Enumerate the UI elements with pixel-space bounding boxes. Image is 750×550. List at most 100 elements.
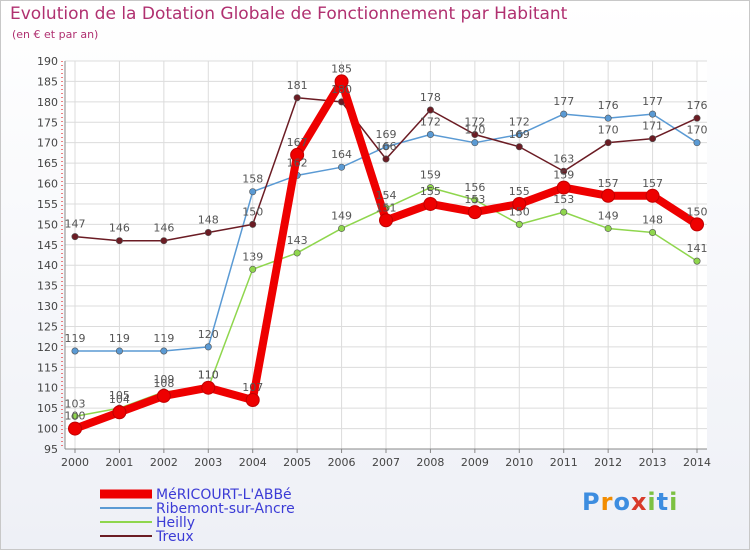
data-label: 150 (687, 205, 708, 218)
data-label: 167 (287, 136, 308, 149)
data-point (467, 205, 482, 220)
data-point (556, 180, 571, 195)
data-point (426, 106, 434, 114)
data-label: 176 (598, 99, 619, 112)
data-label: 157 (598, 177, 619, 190)
y-tick-label: 160 (37, 178, 58, 191)
y-tick-label: 185 (37, 75, 58, 88)
x-tick-label: 2012 (594, 456, 622, 469)
data-label: 170 (464, 124, 485, 137)
data-point (160, 347, 168, 355)
data-label: 120 (198, 328, 219, 341)
x-tick-label: 2005 (283, 456, 311, 469)
x-tick-label: 2009 (461, 456, 489, 469)
logo-letter: r (600, 488, 614, 516)
data-point (649, 110, 657, 118)
data-point (471, 131, 479, 139)
chart-title: Evolution de la Dotation Globale de Fonc… (10, 4, 568, 24)
data-label: 177 (553, 95, 574, 108)
y-tick-label: 155 (37, 198, 58, 211)
data-point (560, 167, 568, 175)
data-label: 155 (509, 185, 530, 198)
data-label: 169 (376, 128, 397, 141)
data-point (71, 233, 79, 241)
data-label: 109 (153, 373, 174, 386)
data-label: 172 (464, 116, 485, 129)
legend: MéRICOURT-L'ABBéRibemont-sur-AncreHeilly… (100, 487, 295, 545)
y-tick-label: 140 (37, 259, 58, 272)
data-point (382, 143, 390, 151)
data-label: 171 (642, 120, 663, 133)
data-label: 150 (509, 205, 530, 218)
data-label: 156 (464, 181, 485, 194)
logo-letter: i (647, 488, 657, 516)
y-tick-label: 180 (37, 96, 58, 109)
x-tick-label: 2008 (416, 456, 444, 469)
data-label: 176 (687, 99, 708, 112)
data-point (426, 131, 434, 139)
x-tick-label: 2006 (328, 456, 356, 469)
data-point (515, 143, 523, 151)
axes: 95 100 105 110 115 120 125 130 135 140 145 150 155 16… (37, 55, 711, 469)
data-label: 147 (65, 218, 86, 231)
data-label: 146 (109, 222, 130, 235)
x-tick-label: 2004 (239, 456, 267, 469)
data-point (471, 196, 479, 204)
data-point (156, 388, 171, 403)
data-point (690, 217, 704, 232)
data-point (693, 257, 701, 265)
legend-label: MéRICOURT-L'ABBé (156, 487, 292, 503)
data-label: 153 (464, 193, 485, 206)
data-label: 119 (65, 332, 86, 345)
data-label: 119 (153, 332, 174, 345)
y-tick-label: 100 (37, 423, 58, 436)
proxiti-logo: Proxiti (582, 488, 678, 516)
data-point (649, 135, 657, 143)
data-label: 170 (598, 124, 619, 137)
data-label: 104 (109, 393, 130, 406)
data-point (293, 94, 301, 102)
data-point (249, 188, 257, 196)
data-label: 119 (109, 332, 130, 345)
legend-label: Heilly (156, 515, 195, 531)
data-label: 163 (553, 152, 574, 165)
data-label: 103 (65, 397, 86, 410)
data-label: 172 (509, 116, 530, 129)
data-label: 180 (331, 83, 352, 96)
data-label: 105 (109, 389, 130, 402)
data-point (693, 114, 701, 122)
x-tick-label: 2014 (683, 456, 711, 469)
x-tick-label: 2010 (505, 456, 533, 469)
y-tick-label: 130 (37, 300, 58, 313)
data-label: 107 (242, 381, 263, 394)
data-label: 155 (420, 185, 441, 198)
data-point (423, 196, 438, 211)
y-tick-label: 135 (37, 280, 58, 293)
data-label: 158 (242, 173, 263, 186)
data-label: 149 (598, 209, 619, 222)
data-point (334, 74, 349, 89)
data-label: 153 (553, 193, 574, 206)
y-tick-label: 105 (37, 402, 58, 415)
data-label: 148 (198, 214, 219, 227)
data-point (560, 208, 568, 216)
x-tick-label: 2007 (372, 456, 400, 469)
data-point (382, 155, 390, 163)
data-label: 169 (509, 128, 530, 141)
data-point (204, 229, 212, 237)
legend-label: Ribemont-sur-Ancre (156, 501, 295, 517)
x-tick-label: 2002 (150, 456, 178, 469)
data-point (249, 265, 257, 273)
data-point (293, 249, 301, 257)
x-tick-label: 2001 (105, 456, 133, 469)
data-point (249, 220, 257, 228)
data-label: 159 (553, 169, 574, 182)
x-tick-label: 2003 (194, 456, 222, 469)
logo-letter: x (630, 488, 648, 516)
data-label: 178 (420, 91, 441, 104)
y-tick-label: 125 (37, 320, 58, 333)
data-label: 141 (687, 242, 708, 255)
data-point (515, 131, 523, 139)
